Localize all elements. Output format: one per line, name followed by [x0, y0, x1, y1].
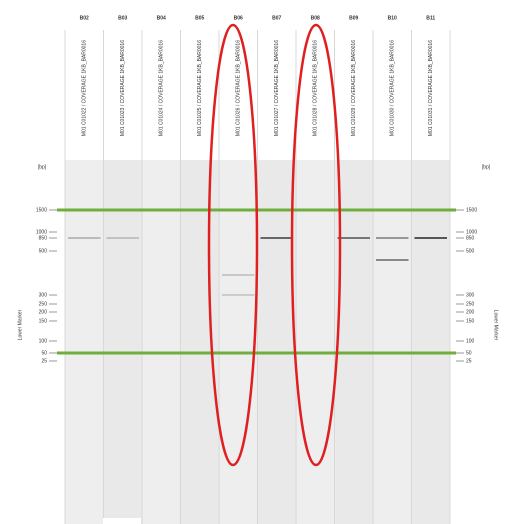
sample-name: M01 C01028 / COVERAGE 1KB_BAR0016	[313, 40, 319, 136]
band	[261, 237, 294, 239]
lane	[297, 160, 334, 524]
lane	[374, 160, 411, 524]
footer-tab	[103, 518, 141, 524]
sample-name: M01 C01023 / COVERAGE 1KB_BAR0016	[120, 40, 126, 136]
sample-name: M01 C01031 / COVERAGE 1KB_BAR0016	[428, 40, 434, 136]
ladder-label: 50	[41, 350, 47, 356]
band	[376, 259, 409, 261]
ladder-label: 1500	[36, 207, 47, 213]
lane	[413, 160, 450, 524]
ladder-label: 200	[39, 309, 48, 315]
band	[222, 294, 255, 296]
lane	[259, 160, 296, 524]
ladder-label: 250	[466, 301, 475, 307]
sample-name: M01 C01026 / COVERAGE 1KB_BAR0016	[236, 40, 242, 136]
band	[415, 237, 448, 239]
ladder-label: 850	[466, 235, 475, 241]
marker-label: Lower Marker	[17, 309, 23, 340]
lane	[143, 160, 180, 524]
lane-id: B04	[157, 15, 166, 21]
marker-label: Lower Marker	[493, 310, 499, 341]
lane-id: B08	[311, 15, 320, 21]
lane-id: B07	[272, 15, 281, 21]
ladder-label: 250	[39, 301, 48, 307]
gel-view: B02 M01 C01022 / COVERAGE 1KB_BAR0016 B03 M…	[0, 0, 506, 524]
ladder-label: 25	[41, 358, 47, 364]
lane-id: B10	[388, 15, 397, 21]
band	[338, 237, 371, 239]
lane-id: B03	[118, 15, 127, 21]
band	[68, 237, 101, 239]
sample-name: M01 C01022 / COVERAGE 1KB_BAR0016	[82, 40, 88, 136]
lane-id: B09	[349, 15, 358, 21]
ladder-label: 1500	[466, 207, 477, 213]
ladder-label: 25	[466, 358, 472, 364]
ladder-label: 100	[466, 338, 475, 344]
lane	[66, 160, 103, 524]
ladder-label: 150	[39, 318, 48, 324]
ladder-label: 500	[466, 248, 475, 254]
band	[107, 237, 140, 239]
lane-id: B02	[80, 15, 89, 21]
sample-name: M01 C01024 / COVERAGE 1KB_BAR0016	[159, 40, 165, 136]
lane-id: B06	[234, 15, 243, 21]
ladder-label: 300	[466, 292, 475, 298]
unit-label: [bp]	[482, 164, 491, 170]
sample-name: M01 C01027 / COVERAGE 1KB_BAR0016	[274, 40, 280, 136]
band	[376, 237, 409, 239]
ladder-label: 200	[466, 309, 475, 315]
lane	[105, 160, 142, 524]
sample-name: M01 C01029 / COVERAGE 1KB_BAR0016	[351, 40, 357, 136]
unit-label: [bp]	[38, 164, 47, 170]
ladder-label: 100	[39, 338, 48, 344]
ladder-label: 850	[39, 235, 48, 241]
lane-id: B11	[426, 15, 435, 21]
ladder-label: 500	[39, 248, 48, 254]
ladder-label: 150	[466, 318, 475, 324]
sample-name: M01 C01025 / COVERAGE 1KB_BAR0016	[197, 40, 203, 136]
ladder-label: 300	[39, 292, 48, 298]
lane	[220, 160, 257, 524]
ladder-label: 50	[466, 350, 472, 356]
lane-id: B05	[195, 15, 204, 21]
band	[222, 274, 255, 276]
sample-name: M01 C01030 / COVERAGE 1KB_BAR0016	[390, 40, 396, 136]
